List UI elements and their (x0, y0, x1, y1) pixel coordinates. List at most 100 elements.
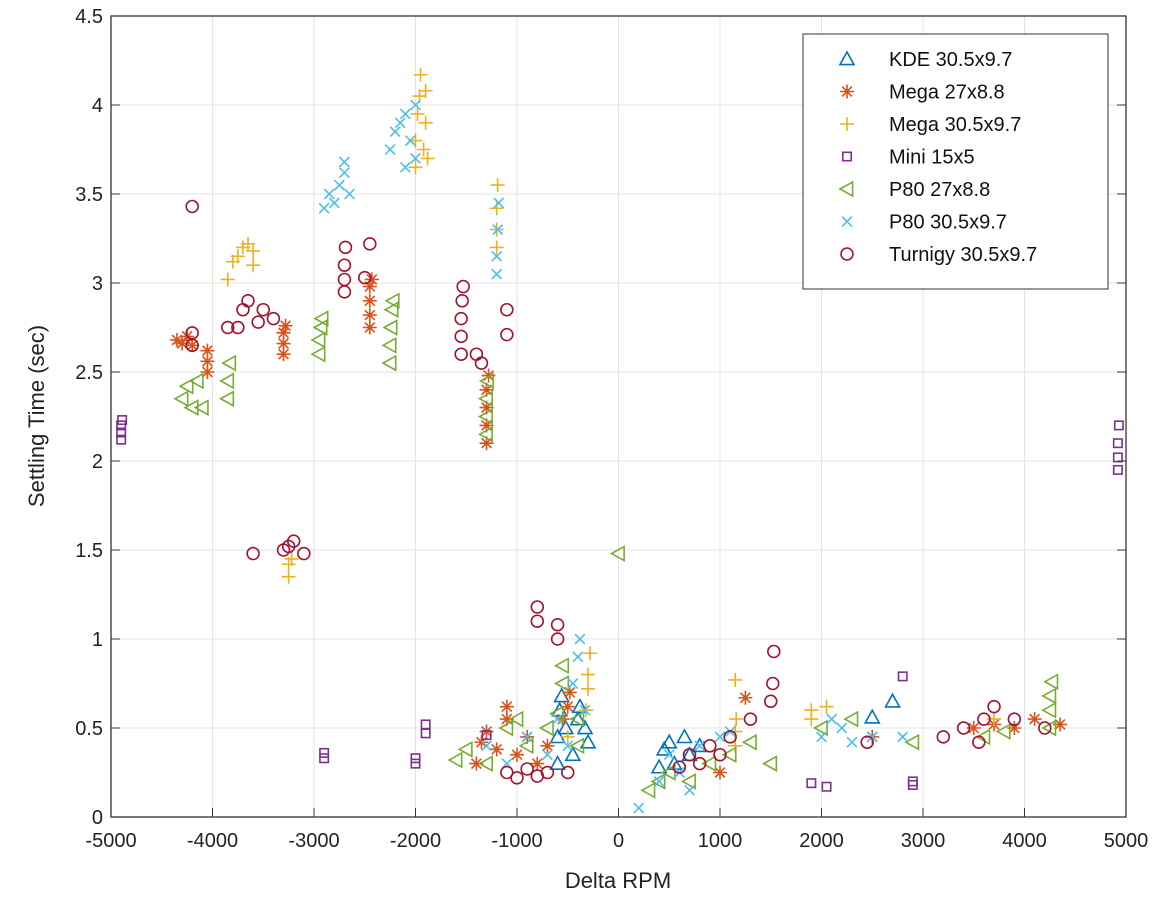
data-point (510, 747, 524, 762)
legend-label: P80 30.5x9.7 (889, 212, 1007, 234)
data-point (469, 756, 484, 771)
series-p80-30-5x9-7 (318, 99, 909, 814)
data-point (477, 408, 493, 425)
data-point (569, 737, 585, 755)
data-point (284, 551, 299, 566)
data-point (447, 751, 463, 769)
data-point (860, 735, 874, 749)
data-point (362, 308, 377, 323)
data-point (1053, 717, 1068, 732)
data-point (454, 329, 468, 344)
legend-item: P80 30.5x9.7 (841, 212, 1007, 234)
data-point (703, 739, 717, 753)
data-point (553, 687, 571, 703)
data-point (995, 723, 1011, 740)
data-point (200, 365, 215, 379)
data-point (640, 781, 656, 799)
data-point (550, 618, 565, 632)
data-point (491, 250, 503, 262)
data-point (236, 302, 250, 317)
data-point (897, 671, 908, 682)
data-point (219, 390, 235, 408)
legend-label: Mega 30.5x9.7 (889, 114, 1021, 136)
data-point (491, 268, 503, 280)
data-point (557, 719, 575, 735)
data-point (660, 764, 676, 781)
series-mini-15x5 (116, 415, 1124, 792)
legend-label: Mini 15x5 (889, 147, 975, 169)
data-point (713, 747, 727, 762)
data-point (1043, 673, 1059, 691)
data-point (477, 425, 493, 443)
data-point (530, 756, 545, 771)
data-point (319, 747, 330, 758)
y-axis-label: Settling Time (sec) (24, 325, 49, 507)
data-point (410, 753, 421, 764)
data-point (498, 719, 514, 737)
data-point (633, 802, 645, 814)
data-point (337, 258, 352, 272)
data-point (538, 719, 554, 737)
data-point (313, 310, 329, 327)
data-point (477, 390, 493, 408)
data-point (521, 731, 533, 743)
data-point (188, 372, 204, 390)
data-point (489, 742, 504, 757)
data-point (328, 197, 340, 209)
data-point (684, 784, 696, 796)
data-point (319, 753, 330, 764)
y-tick-label: 2.5 (75, 362, 103, 384)
data-point (381, 336, 397, 354)
data-point (418, 83, 433, 98)
data-point (479, 418, 494, 433)
data-point (478, 372, 494, 390)
data-point (337, 285, 352, 299)
data-point (410, 106, 425, 121)
data-point (220, 272, 235, 287)
data-point (420, 719, 431, 730)
data-point (904, 733, 920, 751)
data-point (701, 755, 717, 772)
y-axis-ticks: 0 0.5 1 1.5 2 2.5 3 3.5 4 4.5 (75, 6, 1126, 829)
data-point (183, 399, 199, 416)
data-point (318, 202, 330, 214)
data-point (416, 142, 431, 157)
data-point (907, 776, 918, 787)
data-point (410, 758, 421, 769)
data-point (117, 415, 128, 426)
data-point (344, 188, 355, 200)
data-point (721, 746, 737, 764)
data-point (481, 740, 493, 752)
data-point (762, 755, 778, 772)
data-point (185, 199, 199, 214)
data-point (200, 354, 215, 369)
y-tick-label: 4 (92, 95, 103, 117)
data-point (363, 237, 377, 251)
data-point (1113, 420, 1124, 431)
data-point (579, 733, 597, 749)
x-tick-label: -5000 (85, 830, 136, 852)
data-point (338, 240, 353, 255)
y-tick-label: 0.5 (75, 718, 103, 740)
data-point (653, 775, 665, 787)
data-point (246, 546, 260, 561)
data-point (723, 730, 737, 744)
data-point (713, 765, 727, 780)
data-point (846, 736, 858, 748)
legend-marker-x-icon (841, 216, 853, 227)
data-point (474, 356, 489, 370)
data-point (530, 600, 545, 614)
data-point (479, 400, 494, 415)
data-point (455, 294, 469, 308)
data-point (562, 740, 574, 752)
data-point (420, 151, 435, 166)
data-point (399, 108, 411, 120)
data-point (310, 345, 326, 363)
data-point (338, 167, 350, 179)
data-point (680, 773, 696, 790)
data-point (579, 704, 591, 716)
data-point (362, 320, 377, 335)
legend-marker-triangle-left-icon (838, 180, 854, 198)
series-turnigy-30-5x9-7 (185, 199, 1052, 785)
data-point (1027, 712, 1042, 727)
